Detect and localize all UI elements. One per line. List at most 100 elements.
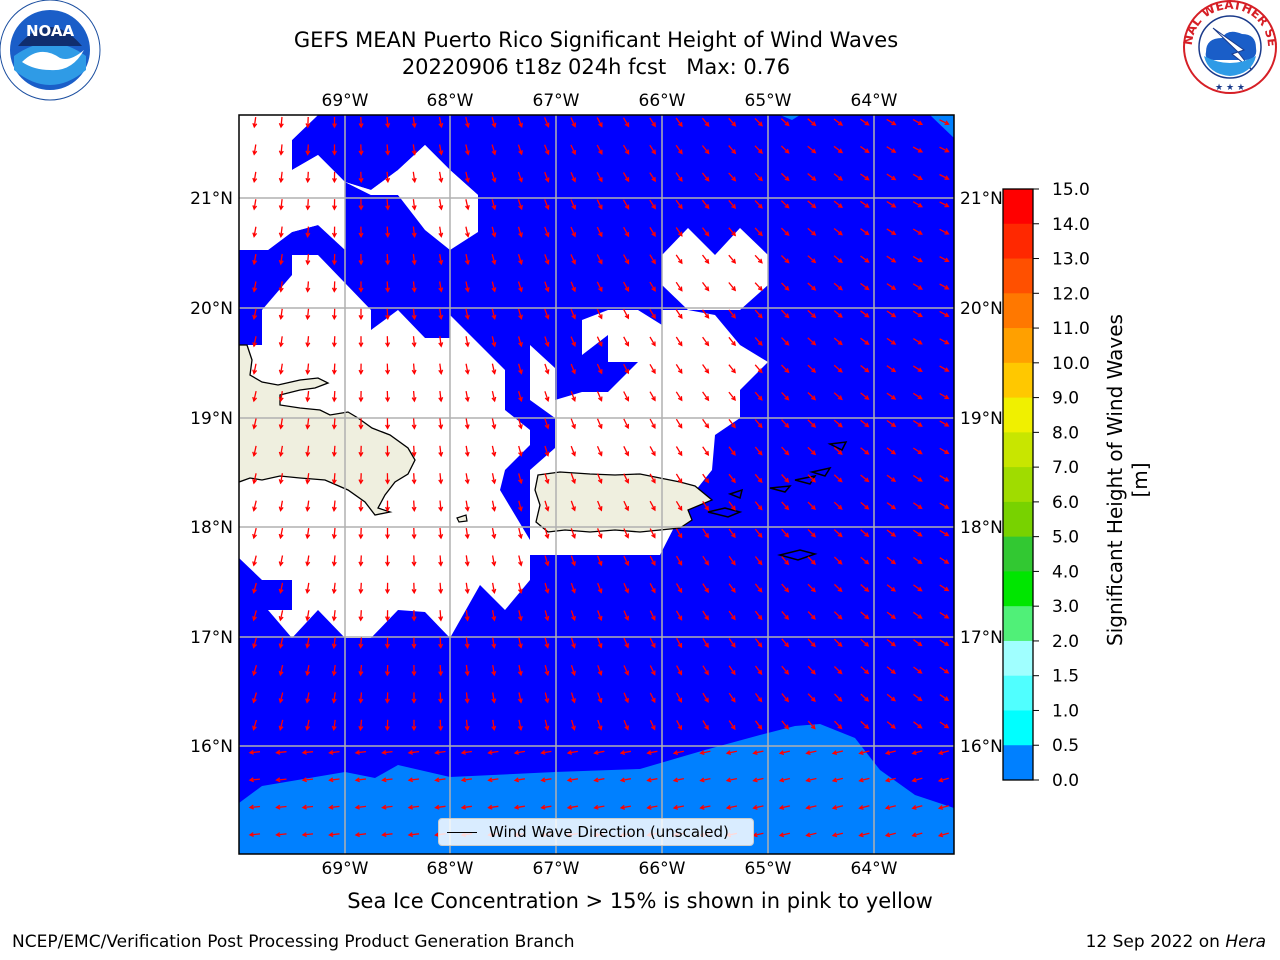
wave-direction-arrow bbox=[253, 308, 257, 319]
wind-wave-arrows bbox=[248, 116, 950, 838]
wave-direction-arrowhead bbox=[731, 149, 737, 155]
wave-direction-arrowhead bbox=[358, 479, 364, 485]
wave-direction-arrow bbox=[649, 500, 656, 511]
wave-direction-arrow bbox=[939, 777, 949, 782]
wave-direction-arrow bbox=[886, 118, 896, 126]
wave-direction-arrowhead bbox=[757, 505, 763, 511]
wave-direction-arrowhead bbox=[491, 177, 497, 183]
wave-direction-arrow bbox=[280, 308, 283, 319]
wave-direction-arrow bbox=[860, 638, 869, 647]
wave-direction-arrowhead bbox=[491, 698, 497, 704]
wave-direction-arrowhead bbox=[917, 449, 923, 455]
wave-direction-arrow bbox=[567, 750, 579, 754]
wave-direction-arrow bbox=[675, 364, 683, 374]
wave-direction-arrow bbox=[807, 282, 816, 291]
wave-direction-arrowhead bbox=[571, 232, 577, 238]
wave-direction-arrowhead bbox=[891, 477, 897, 483]
wave-direction-arrowhead bbox=[784, 203, 790, 209]
wave-direction-arrow bbox=[728, 336, 736, 346]
wave-direction-arrow bbox=[833, 173, 843, 181]
wave-direction-arrow bbox=[567, 805, 579, 809]
wave-direction-arrowhead bbox=[890, 641, 896, 647]
wave-direction-arrowhead bbox=[358, 451, 364, 458]
wave-direction-arrowhead bbox=[411, 369, 417, 375]
wave-direction-arrow bbox=[675, 172, 683, 182]
wave-direction-arrow bbox=[754, 227, 763, 236]
colorbar-tick-label: 11.0 bbox=[1052, 319, 1090, 339]
wave-direction-arrow bbox=[306, 281, 310, 292]
wave-direction-arrow bbox=[622, 199, 630, 209]
wave-direction-arrowhead bbox=[517, 643, 523, 649]
wave-direction-arrow bbox=[439, 226, 442, 237]
colorbar-tick-label: 15.0 bbox=[1052, 180, 1090, 200]
wave-direction-arrow bbox=[544, 473, 549, 484]
wave-direction-arrowhead bbox=[944, 504, 950, 509]
wave-direction-arrowhead bbox=[571, 561, 576, 567]
wave-direction-arrow bbox=[675, 199, 683, 209]
wave-direction-arrowhead bbox=[517, 725, 523, 732]
wave-direction-arrowhead bbox=[917, 148, 924, 153]
wave-direction-arrowhead bbox=[891, 367, 897, 373]
wave-direction-arrow bbox=[439, 418, 442, 429]
wave-direction-arrow bbox=[280, 390, 283, 402]
wave-direction-arrowhead bbox=[305, 397, 311, 403]
wave-direction-arrow bbox=[939, 283, 949, 290]
wave-direction-arrow bbox=[702, 720, 709, 730]
wave-direction-arrow bbox=[647, 778, 658, 782]
wave-direction-arrow bbox=[620, 750, 632, 754]
wave-direction-arrowhead bbox=[598, 286, 603, 293]
wave-direction-arrow bbox=[886, 310, 896, 318]
wave-direction-arrowhead bbox=[411, 725, 417, 732]
wave-direction-arrowhead bbox=[571, 451, 576, 457]
wave-direction-arrowhead bbox=[566, 750, 573, 755]
wave-direction-arrow bbox=[253, 582, 257, 593]
wave-direction-arrowhead bbox=[944, 202, 950, 208]
wave-direction-arrow bbox=[754, 364, 763, 373]
wave-direction-arrowhead bbox=[811, 313, 817, 319]
wave-direction-arrowhead bbox=[837, 313, 843, 318]
wave-direction-arrow bbox=[939, 365, 949, 372]
wave-direction-arrow bbox=[832, 750, 844, 755]
wave-direction-arrowhead bbox=[354, 749, 360, 755]
wave-direction-arrow bbox=[465, 363, 469, 374]
wave-direction-arrowhead bbox=[651, 670, 656, 676]
wave-direction-arrowhead bbox=[811, 285, 817, 291]
colorbar-tick-label: 4.0 bbox=[1052, 562, 1079, 582]
wave-direction-arrowhead bbox=[944, 147, 950, 153]
wave-direction-arrow bbox=[439, 363, 442, 374]
wave-direction-arrowhead bbox=[651, 506, 656, 512]
wave-direction-arrow bbox=[544, 226, 549, 237]
wave-direction-arrowhead bbox=[411, 287, 417, 293]
wave-direction-arrow bbox=[491, 582, 496, 593]
wave-direction-arrowhead bbox=[944, 641, 950, 647]
wave-direction-arrowhead bbox=[864, 395, 870, 400]
wave-direction-arrow bbox=[780, 227, 790, 236]
wave-direction-arrowhead bbox=[917, 312, 923, 318]
wave-direction-arrowhead bbox=[465, 150, 470, 156]
wave-direction-arrowhead bbox=[837, 696, 843, 702]
wave-direction-arrow bbox=[702, 555, 709, 565]
wave-direction-arrowhead bbox=[571, 643, 576, 649]
wave-direction-arrowhead bbox=[864, 148, 870, 154]
footer-credit: NCEP/EMC/Verification Post Processing Pr… bbox=[12, 932, 575, 952]
wave-direction-arrow bbox=[833, 145, 843, 154]
wave-direction-arrow bbox=[779, 832, 791, 837]
wave-direction-arrowhead bbox=[704, 176, 710, 182]
wave-direction-arrowhead bbox=[464, 506, 470, 512]
colorbar-tick-label: 12.0 bbox=[1052, 284, 1090, 304]
wave-direction-arrowhead bbox=[305, 369, 311, 375]
wave-direction-arrow bbox=[253, 610, 257, 621]
wave-direction-arrowhead bbox=[358, 205, 364, 211]
wave-direction-arrowhead bbox=[784, 176, 790, 182]
wave-direction-arrow bbox=[386, 308, 389, 319]
wave-direction-arrowhead bbox=[305, 506, 311, 512]
colorbar-segment bbox=[1003, 223, 1033, 260]
wave-direction-arrow bbox=[518, 445, 522, 456]
wave-direction-arrow bbox=[488, 778, 499, 781]
wave-direction-arrow bbox=[386, 226, 389, 237]
wave-direction-arrowhead bbox=[864, 669, 870, 675]
wave-direction-arrow bbox=[833, 419, 843, 428]
colorbar-tick-label: 5.0 bbox=[1052, 528, 1079, 548]
wave-direction-arrowhead bbox=[331, 670, 337, 677]
wave-direction-arrow bbox=[439, 719, 442, 730]
